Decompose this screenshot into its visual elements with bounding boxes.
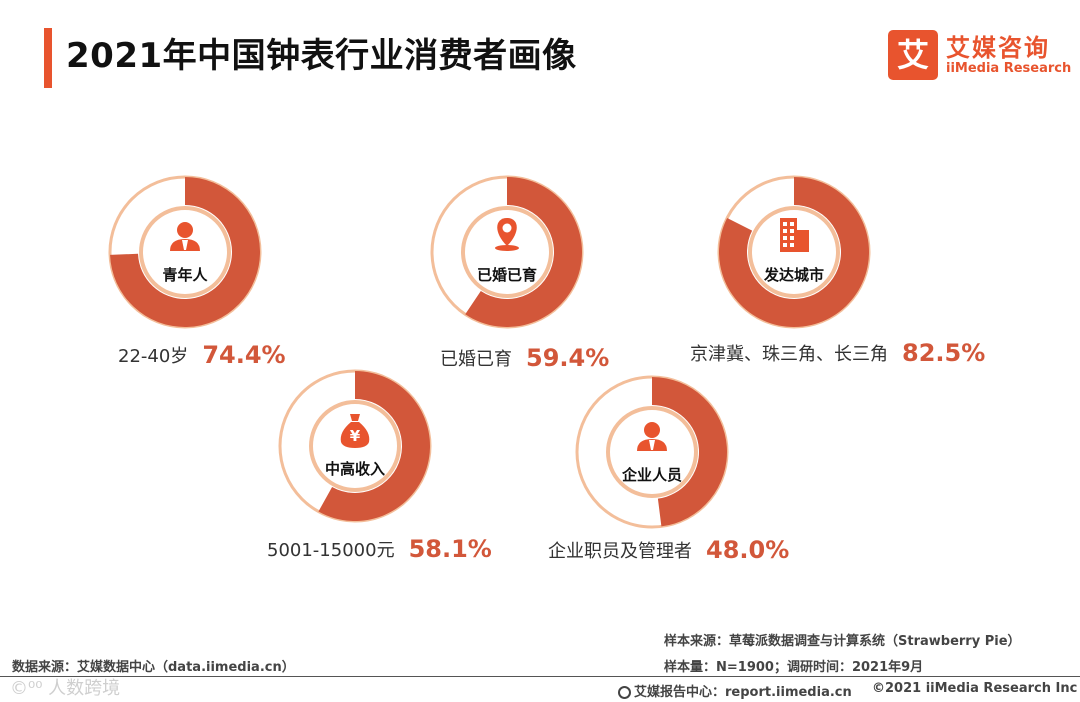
donut-center-label: 发达城市 (763, 266, 824, 284)
report-center: 艾媒报告中心：report.iimedia.cn (618, 681, 852, 700)
donut-inner-circle (139, 206, 231, 298)
svg-text:¥: ¥ (350, 427, 361, 445)
logo-name-cn: 艾媒咨询 (946, 34, 1050, 62)
page-title: 2021年中国钟表行业消费者画像 (66, 36, 577, 76)
report-center-text: 艾媒报告中心：report.iimedia.cn (634, 685, 852, 700)
donut-value-arc (719, 177, 870, 328)
donut-item: 青年人 22-40岁 74.4% (108, 175, 286, 369)
item-description: 已婚已育 (440, 349, 512, 370)
building-icon (780, 218, 809, 252)
item-value-label: 59.4% (526, 344, 609, 372)
business-person-icon (637, 422, 667, 451)
donut-center-label: 中高收入 (325, 460, 385, 478)
logo-mark: 艾 (888, 30, 938, 80)
iimedia-logo: 艾 艾媒咨询 iiMedia Research (888, 30, 1072, 80)
globe-icon (618, 686, 631, 699)
donut-inner-circle (461, 206, 553, 298)
item-description: 22-40岁 (118, 346, 188, 367)
donut-inner-circle (606, 406, 698, 498)
item-description: 企业职员及管理者 (548, 541, 692, 562)
watermark: ©⁰⁰ 人数跨境 (10, 678, 121, 699)
item-description: 京津冀、珠三角、长三角 (690, 344, 888, 365)
donut-center-label: 青年人 (162, 266, 208, 284)
item-value-label: 82.5% (902, 339, 985, 367)
donut-value-arc (652, 376, 728, 527)
donut-value-arc (318, 371, 430, 521)
donut-value-arc (110, 177, 261, 327)
item-value-label: 58.1% (409, 535, 492, 563)
sample-source: 样本来源：草莓派数据调查与计算系统（Strawberry Pie） (664, 634, 1021, 649)
location-pin-icon (495, 218, 519, 251)
item-description: 5001-15000元 (267, 540, 395, 561)
item-value-label: 74.4% (202, 341, 285, 369)
copyright: ©2021 iiMedia Research Inc (872, 681, 1078, 696)
donut-item: ¥ 中高收入 5001-15000元 58.1% (267, 369, 492, 563)
title-accent-bar (44, 28, 52, 88)
sample-info: 样本量：N=1900；调研时间：2021年9月 (664, 660, 924, 675)
donut-value-arc (465, 177, 583, 327)
person-icon (170, 222, 200, 251)
footer-divider (0, 676, 1080, 677)
donut-center-label: 企业人员 (621, 466, 682, 484)
donut-center-label: 已婚已育 (477, 266, 537, 284)
logo-name-en: iiMedia Research (946, 61, 1072, 76)
item-value-label: 48.0% (706, 536, 789, 564)
money-bag-icon: ¥ (340, 414, 370, 448)
data-source: 数据来源：艾媒数据中心（data.iimedia.cn） (12, 660, 295, 675)
